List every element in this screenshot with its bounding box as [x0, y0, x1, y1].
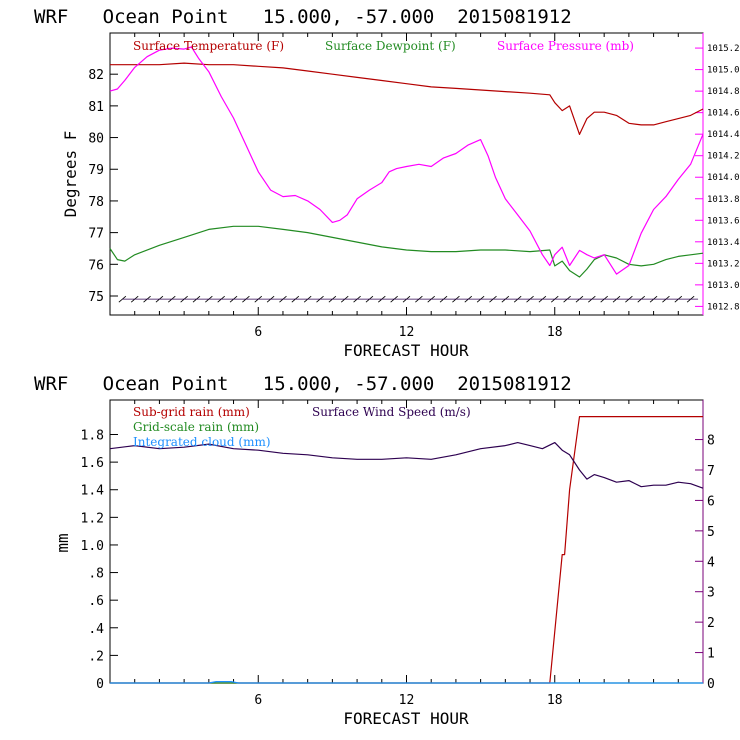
legend-surface-dewpoint: Surface Dewpoint (F): [325, 39, 456, 53]
legend-surface-wind-speed: Surface Wind Speed (m/s): [312, 405, 471, 419]
y2-tick-label: 1014.0: [707, 173, 740, 183]
y-tick-label: 82: [88, 68, 104, 83]
y-tick-label: .6: [88, 594, 104, 609]
y-tick-label: .2: [88, 649, 104, 664]
chart-1-plot-frame: [109, 32, 704, 316]
y2-tick-label: 3: [707, 586, 715, 601]
series-line-integrated-cloud-mm: [110, 680, 703, 684]
x-tick-label: 18: [547, 325, 563, 340]
x-tick-label: 6: [254, 325, 262, 340]
y-tick-label: 1.2: [81, 511, 104, 526]
y2-tick-label: 1015.2: [707, 44, 740, 54]
series-line-sub-grid-rain-mm: [110, 416, 703, 684]
y-tick-label: 79: [88, 163, 104, 178]
legend-sub-grid-rain: Sub-grid rain (mm): [133, 405, 250, 419]
y-tick-label: 1.4: [81, 484, 105, 499]
y2-tick-label: 2: [707, 616, 715, 631]
y-tick-label: 0: [96, 677, 104, 692]
y2-tick-label: 1014.4: [707, 130, 740, 140]
chart-2-legend: Sub-grid rain (mm) Surface Wind Speed (m…: [133, 405, 471, 449]
series-line-surface-temperature-f: [110, 62, 704, 135]
y2-tick-label: 1013.0: [707, 281, 740, 291]
y2-tick-label: 7: [707, 464, 715, 479]
chart-1-x-axis-label: FORECAST HOUR: [343, 341, 469, 360]
y2-tick-label: 1013.4: [707, 238, 740, 248]
y-tick-label: 75: [88, 290, 104, 305]
y2-tick-label: 1013.8: [707, 195, 740, 205]
y2-tick-label: 1014.8: [707, 87, 740, 97]
y2-tick-label: 1014.2: [707, 152, 740, 162]
y-tick-label: 81: [88, 100, 104, 115]
temperature-panel: WRF Ocean Point 15.000, -57.000 20150819…: [34, 6, 740, 360]
chart-2-title: WRF Ocean Point 15.000, -57.000 20150819…: [34, 373, 572, 395]
y2-tick-label: 5: [707, 525, 715, 540]
y2-tick-label: 8: [707, 434, 715, 449]
y2-tick-label: 1015.0: [707, 66, 740, 76]
legend-integrated-cloud: Integrated cloud (mm): [133, 435, 271, 449]
x-tick-label: 12: [399, 693, 415, 708]
legend-surface-temperature: Surface Temperature (F): [133, 39, 284, 53]
precipitation-panel: WRF Ocean Point 15.000, -57.000 20150819…: [34, 373, 715, 728]
y2-tick-label: 1014.6: [707, 109, 740, 119]
chart-1-y-axis-label: Degrees F: [61, 131, 80, 218]
y-tick-label: 1.6: [81, 456, 104, 471]
y-tick-label: 78: [88, 195, 104, 210]
y-tick-label: 80: [88, 132, 104, 147]
y2-tick-label: 1013.2: [707, 259, 740, 269]
x-tick-label: 12: [399, 325, 415, 340]
y2-tick-label: 1013.6: [707, 216, 740, 226]
series-line-surface-dewpoint-f: [109, 225, 704, 278]
series-line-surface-pressure-mb: [109, 46, 704, 275]
y2-tick-label: 6: [707, 494, 715, 509]
y2-tick-label: 0: [707, 677, 715, 692]
x-tick-label: 18: [547, 693, 563, 708]
y-tick-label: 1.8: [81, 429, 104, 444]
y-tick-label: .4: [88, 622, 104, 637]
series-line-surface-wind-speed-m-s: [109, 442, 704, 489]
y2-tick-label: 1012.8: [707, 302, 740, 312]
y2-tick-label: 1: [707, 647, 715, 662]
y-tick-label: 1.0: [81, 539, 104, 554]
y-tick-label: 76: [88, 258, 104, 273]
y2-tick-label: 4: [707, 555, 715, 570]
chart-2-x-axis-label: FORECAST HOUR: [343, 709, 469, 728]
legend-grid-scale-rain: Grid-scale rain (mm): [133, 420, 259, 434]
y-tick-label: 77: [88, 227, 104, 242]
y-tick-label: .8: [88, 567, 104, 582]
wind-barbs: [118, 295, 699, 303]
x-tick-label: 6: [254, 693, 262, 708]
chart-1-title: WRF Ocean Point 15.000, -57.000 20150819…: [34, 6, 572, 28]
chart-2-y-axis-label: mm: [53, 533, 72, 552]
legend-surface-pressure: Surface Pressure (mb): [497, 39, 634, 53]
chart-1-legend: Surface Temperature (F) Surface Dewpoint…: [133, 39, 634, 53]
